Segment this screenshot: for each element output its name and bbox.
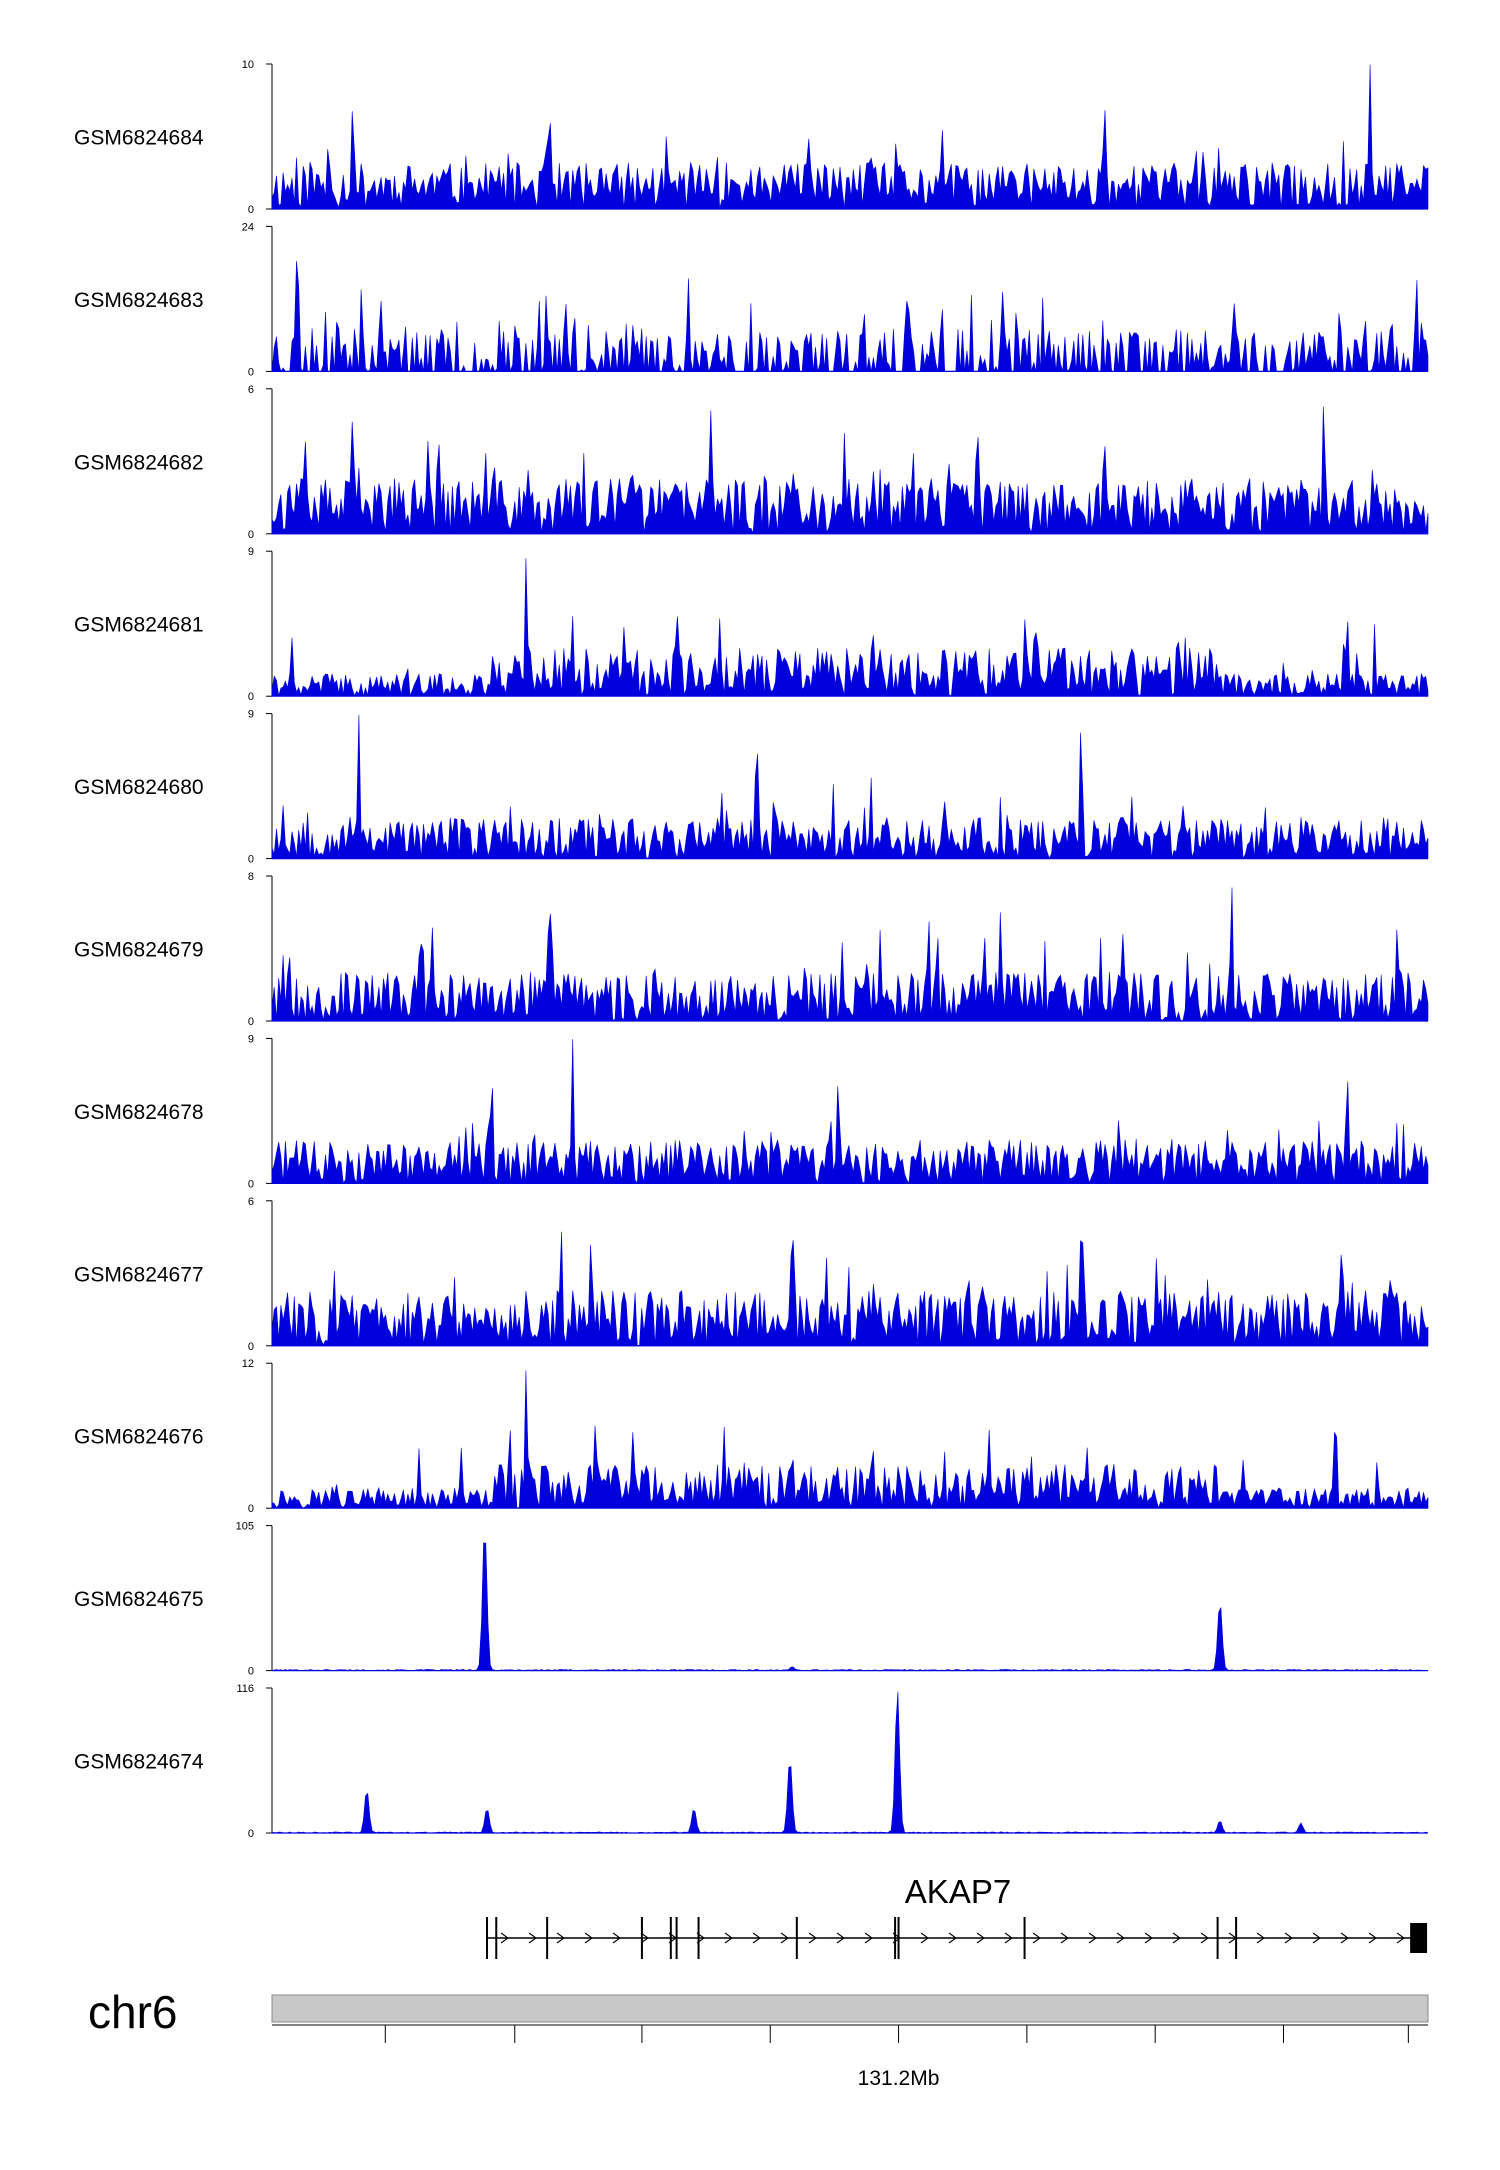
strand-arrow (1368, 1932, 1377, 1944)
y-tick-label-max: 12 (242, 1358, 254, 1370)
y-tick-label-max: 9 (248, 1033, 254, 1045)
strand-arrow (1088, 1932, 1097, 1944)
chromosome-label: chr6 (88, 1986, 177, 2038)
strand-arrow (1116, 1932, 1125, 1944)
y-tick-label-max: 105 (236, 1521, 254, 1533)
track-GSM6824678: GSM6824678 9 0 (74, 1033, 1429, 1190)
strand-arrow (1340, 1932, 1349, 1944)
track-GSM6824681: GSM6824681 9 0 (74, 546, 1429, 703)
strand-arrow (864, 1932, 873, 1944)
track-label: GSM6824677 (74, 1263, 204, 1286)
strand-arrow (1144, 1932, 1153, 1944)
y-tick-label-max: 9 (248, 546, 254, 558)
track-GSM6824676: GSM6824676 12 0 (74, 1358, 1429, 1515)
signal-area (271, 714, 1429, 860)
gene-track: AKAP7 (486, 1873, 1428, 1959)
track-GSM6824677: GSM6824677 6 0 (74, 1196, 1429, 1353)
y-tick-label-min: 0 (248, 854, 254, 866)
signal-area (271, 1370, 1429, 1509)
strand-arrow (1172, 1932, 1181, 1944)
strand-arrow (640, 1932, 649, 1944)
strand-arrow (976, 1932, 985, 1944)
y-tick-label-max: 6 (248, 384, 254, 396)
chromosome-ideogram: chr6 131.2Mb (88, 1986, 1429, 2090)
track-GSM6824684: GSM6824684 10 0 (74, 59, 1429, 216)
y-tick-label-min: 0 (248, 1341, 254, 1353)
y-tick-label-min: 0 (248, 1503, 254, 1515)
strand-arrow (528, 1932, 537, 1944)
signal-area (271, 260, 1429, 373)
track-GSM6824682: GSM6824682 6 0 (74, 384, 1429, 541)
position-label: 131.2Mb (858, 2067, 940, 2090)
y-tick-label-max: 10 (242, 59, 254, 71)
track-label: GSM6824676 (74, 1426, 204, 1449)
strand-arrow (1256, 1932, 1265, 1944)
signal-area (271, 406, 1429, 535)
y-tick-label-max: 9 (248, 709, 254, 721)
y-tick-label-min: 0 (248, 529, 254, 541)
y-tick-label-min: 0 (248, 366, 254, 378)
signal-tracks: GSM6824684100GSM6824683240GSM682468260GS… (74, 59, 1429, 1840)
y-tick-label-min: 0 (248, 204, 254, 216)
exon-utr (1410, 1923, 1421, 1953)
track-GSM6824683: GSM6824683 24 0 (74, 221, 1429, 378)
strand-arrow (500, 1932, 509, 1944)
strand-arrow (584, 1932, 593, 1944)
strand-arrow (1004, 1932, 1013, 1944)
strand-arrow (556, 1932, 565, 1944)
track-label: GSM6824682 (74, 451, 204, 474)
strand-arrow (1032, 1932, 1041, 1944)
strand-arrow (920, 1932, 929, 1944)
strand-arrow (612, 1932, 621, 1944)
track-label: GSM6824679 (74, 939, 204, 962)
track-GSM6824679: GSM6824679 8 0 (74, 871, 1429, 1028)
strand-arrow (724, 1932, 733, 1944)
y-tick-label-max: 116 (236, 1683, 254, 1695)
strand-arrow (808, 1932, 817, 1944)
y-tick-label-max: 8 (248, 871, 254, 883)
signal-area (271, 887, 1429, 1022)
signal-area (271, 1542, 1429, 1671)
strand-arrow (1284, 1932, 1293, 1944)
strand-arrow (948, 1932, 957, 1944)
y-tick-label-min: 0 (248, 1016, 254, 1028)
track-label: GSM6824683 (74, 289, 204, 312)
y-tick-label-max: 6 (248, 1196, 254, 1208)
track-GSM6824680: GSM6824680 9 0 (74, 709, 1429, 866)
strand-arrow (780, 1932, 789, 1944)
track-label: GSM6824674 (74, 1751, 204, 1774)
strand-arrow (1060, 1932, 1069, 1944)
strand-arrow (752, 1932, 761, 1944)
y-tick-label-max: 24 (242, 221, 254, 233)
signal-area (271, 1231, 1429, 1347)
signal-area (271, 1039, 1429, 1185)
y-tick-label-min: 0 (248, 1828, 254, 1840)
gene-label: AKAP7 (905, 1873, 1011, 1910)
chromosome-bar (271, 1994, 1429, 2023)
y-tick-label-min: 0 (248, 1178, 254, 1190)
y-tick-label-min: 0 (248, 1666, 254, 1678)
signal-area (271, 558, 1429, 697)
track-label: GSM6824681 (74, 614, 204, 637)
signal-area (271, 64, 1429, 210)
y-tick-label-min: 0 (248, 691, 254, 703)
strand-arrow (1200, 1932, 1209, 1944)
track-label: GSM6824678 (74, 1101, 204, 1124)
track-label: GSM6824680 (74, 776, 204, 799)
strand-arrow (836, 1932, 845, 1944)
track-GSM6824674: GSM6824674 116 0 (74, 1683, 1429, 1840)
track-label: GSM6824675 (74, 1588, 204, 1611)
exon-utr (1417, 1923, 1428, 1953)
strand-arrow (1312, 1932, 1321, 1944)
strand-arrow (1396, 1932, 1405, 1944)
track-label: GSM6824684 (74, 127, 204, 150)
signal-area (271, 1691, 1429, 1834)
track-GSM6824675: GSM6824675 105 0 (74, 1521, 1429, 1678)
